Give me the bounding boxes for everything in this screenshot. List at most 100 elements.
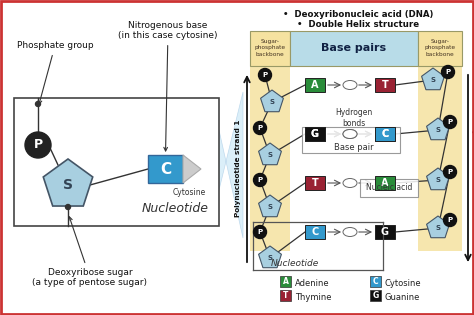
Text: Sugar-
phosphate
backbone: Sugar- phosphate backbone (255, 39, 285, 57)
Polygon shape (427, 168, 449, 190)
Polygon shape (259, 246, 282, 268)
Text: P: P (447, 217, 453, 223)
Bar (302, 127, 400, 153)
Polygon shape (219, 92, 243, 238)
Text: G: G (311, 129, 319, 139)
Polygon shape (261, 90, 283, 112)
Bar (305, 176, 325, 190)
Bar (14, 98, 219, 226)
Circle shape (25, 132, 51, 158)
Text: Guanine: Guanine (385, 294, 420, 302)
Text: A: A (311, 80, 319, 90)
Circle shape (441, 66, 455, 78)
Text: A: A (283, 277, 289, 286)
Text: P: P (34, 139, 43, 152)
Circle shape (444, 165, 456, 179)
Polygon shape (421, 68, 445, 90)
Text: Cytosine: Cytosine (385, 279, 422, 289)
Text: •  Double Helix structure: • Double Helix structure (297, 20, 419, 29)
Bar (280, 290, 291, 301)
Bar (148, 155, 183, 183)
Text: P: P (447, 169, 453, 175)
Text: Base pair: Base pair (334, 144, 374, 152)
Text: G: G (381, 227, 389, 237)
Text: S: S (430, 77, 436, 83)
Text: P: P (447, 119, 453, 125)
Text: G: G (311, 129, 319, 139)
Circle shape (65, 204, 71, 209)
Bar (253, 222, 383, 270)
Text: Hydrogen
bonds: Hydrogen bonds (336, 108, 373, 128)
Circle shape (36, 101, 40, 106)
Bar (375, 176, 395, 190)
Polygon shape (259, 195, 282, 217)
Text: P: P (257, 229, 263, 235)
Bar (14, 98, 106, 226)
Bar (370, 290, 381, 301)
Circle shape (444, 116, 456, 129)
Bar (280, 276, 291, 287)
Bar (290, 31, 418, 66)
Polygon shape (259, 143, 282, 165)
Text: S: S (436, 127, 440, 133)
Text: S: S (436, 225, 440, 231)
Text: C: C (311, 227, 319, 237)
Ellipse shape (343, 81, 357, 89)
Ellipse shape (343, 227, 357, 237)
Bar (305, 127, 325, 141)
Circle shape (254, 122, 266, 135)
Text: S: S (267, 255, 273, 261)
Text: S: S (267, 204, 273, 210)
Ellipse shape (343, 129, 357, 139)
Bar (375, 225, 395, 239)
Text: P: P (446, 69, 451, 75)
Text: Base pairs: Base pairs (321, 43, 387, 53)
Text: Phosphate group: Phosphate group (17, 41, 93, 104)
Polygon shape (43, 159, 93, 206)
Text: C: C (382, 129, 389, 139)
Text: Polynucleotides strand 2: Polynucleotides strand 2 (471, 117, 474, 219)
Text: C: C (373, 277, 378, 286)
Circle shape (258, 68, 272, 82)
Text: T: T (382, 80, 388, 90)
Text: Nitrogenous base
(in this case cytosine): Nitrogenous base (in this case cytosine) (118, 20, 218, 151)
Text: P: P (257, 125, 263, 131)
Text: S: S (267, 152, 273, 158)
Bar (305, 127, 325, 141)
Text: Polynucleotide strand 1: Polynucleotide strand 1 (235, 119, 241, 217)
Bar (370, 276, 381, 287)
Text: P: P (263, 72, 267, 78)
Bar (250, 66, 290, 251)
Text: T: T (311, 178, 319, 188)
Bar (375, 78, 395, 92)
Text: S: S (270, 99, 274, 105)
Circle shape (254, 174, 266, 186)
Bar (250, 31, 290, 66)
Circle shape (254, 226, 266, 238)
Text: Cytosine: Cytosine (173, 188, 206, 197)
Ellipse shape (343, 179, 357, 187)
Bar (360, 179, 418, 197)
Text: Nucleotide: Nucleotide (142, 202, 209, 215)
Bar (375, 127, 395, 141)
Polygon shape (183, 155, 201, 183)
Bar (305, 225, 325, 239)
Text: P: P (257, 177, 263, 183)
Text: Deoxyribose sugar
(a type of pentose sugar): Deoxyribose sugar (a type of pentose sug… (33, 217, 147, 287)
Bar (375, 127, 395, 141)
Text: S: S (436, 177, 440, 183)
Text: C: C (382, 129, 389, 139)
Circle shape (444, 214, 456, 226)
Bar (418, 66, 462, 251)
Text: G: G (373, 291, 379, 300)
Text: Adenine: Adenine (295, 279, 329, 289)
Text: T: T (283, 291, 288, 300)
Polygon shape (427, 216, 449, 238)
Text: Thymine: Thymine (295, 294, 331, 302)
Bar (305, 78, 325, 92)
Text: S: S (63, 178, 73, 192)
Ellipse shape (343, 129, 357, 139)
Text: C: C (160, 162, 171, 176)
Bar (418, 31, 462, 66)
Text: A: A (381, 178, 389, 188)
